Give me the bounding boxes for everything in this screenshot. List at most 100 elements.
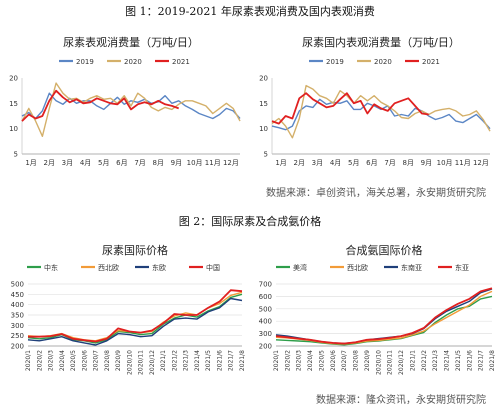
y-tick-label: 600: [259, 293, 272, 301]
y-tick-label: 15: [9, 100, 18, 108]
series-line: [271, 84, 491, 139]
y-tick-label: 700: [259, 281, 272, 289]
x-tick-label: 2021/5: [205, 350, 212, 371]
x-tick-label: 6月: [116, 159, 127, 167]
y-tick-label: 350: [11, 312, 24, 320]
series-line: [27, 297, 243, 346]
series-line: [21, 92, 241, 120]
y-tick-label: 5: [14, 151, 18, 159]
figure2-title: 图 2：国际尿素及合成氨价格: [178, 215, 322, 228]
legend-label: 中国: [206, 263, 220, 272]
legend-label: 2020: [124, 58, 142, 66]
x-tick-label: 2021/5: [455, 350, 462, 371]
x-tick-label: 3月: [312, 159, 323, 167]
x-tick-label: 2021/1: [409, 350, 416, 371]
x-tick-label: 2020/5: [70, 350, 77, 371]
x-tick-label: 4月: [80, 159, 91, 167]
x-tick-label: 1月: [275, 159, 286, 167]
x-tick-label: 2020/4: [307, 350, 314, 371]
x-tick-label: 9月: [421, 159, 432, 167]
x-tick-label: 5月: [348, 159, 359, 167]
x-tick-label: 10月: [437, 159, 453, 167]
x-tick-label: 2020/8: [353, 350, 360, 371]
x-tick-label: 2020/9: [115, 350, 122, 371]
chart-title: 尿素国际价格: [102, 243, 168, 257]
x-tick-label: 2020/2: [36, 350, 43, 371]
series-line: [271, 92, 429, 125]
y-tick-label: 500: [259, 305, 272, 313]
x-tick-label: 2021/7: [228, 350, 235, 371]
y-tick-label: 300: [259, 330, 272, 338]
figure2-source: 数据来源：隆众资讯，永安期货研究院: [316, 395, 486, 406]
legend-label: 东亚: [455, 263, 469, 272]
chart-urea-domestic-consumption: 尿素国内表观消费量（万吨/日） 2019 2020 2021 5 10 15 20 1月 2月 3月…: [259, 35, 491, 167]
x-tick-label: 8月: [403, 159, 414, 167]
x-tick-label: 4月: [330, 159, 341, 167]
y-tick-label: 20: [9, 75, 18, 83]
x-tick-label: 2020/9: [364, 350, 371, 371]
x-tick-label: 2020/3: [296, 350, 303, 371]
x-tick-label: 2020/12: [398, 350, 405, 375]
x-tick-label: 2021/6: [466, 350, 473, 371]
x-tick-label: 2020/5: [318, 350, 325, 371]
chart-title: 尿素表观消费量（万吨/日）: [63, 35, 199, 49]
x-tick-label: 11月: [455, 159, 471, 167]
x-tick-label: 2021/8: [239, 350, 246, 371]
legend-label: 中东: [44, 263, 58, 272]
x-tick-label: 1月: [25, 159, 36, 167]
chart-title: 合成氨国际价格: [346, 243, 423, 257]
x-tick-label: 2021/8: [489, 350, 496, 371]
figure1-source: 数据来源：卓创资讯，海关总署，永安期货研究院: [266, 188, 486, 199]
x-tick-label: 2020/11: [138, 350, 145, 375]
legend-label: 西北欧: [98, 263, 119, 272]
y-tick-label: 450: [11, 291, 24, 299]
x-tick-label: 2021/2: [421, 350, 428, 371]
x-tick-label: 2020/12: [149, 350, 156, 375]
series-line: [271, 98, 491, 131]
series-line: [275, 288, 493, 345]
x-tick-label: 12月: [473, 159, 489, 167]
x-tick-label: 2021/3: [183, 350, 190, 371]
y-tick-label: 200: [11, 343, 24, 351]
y-tick-label: 20: [259, 75, 268, 83]
legend-label: 2020: [374, 58, 392, 66]
x-tick-label: 2021/1: [160, 350, 167, 371]
x-tick-label: 2021/7: [478, 350, 485, 371]
x-tick-label: 2021/3: [432, 350, 439, 371]
y-tick-label: 250: [11, 332, 24, 340]
x-tick-label: 2020/10: [375, 350, 382, 375]
x-tick-label: 2021/2: [171, 350, 178, 371]
legend-label: 美湾: [293, 263, 307, 272]
figure1-title: 图 1：2019-2021 年尿素表观消费及国内表观消费: [125, 5, 375, 18]
x-tick-label: 7月: [134, 159, 145, 167]
x-tick-label: 2020/2: [284, 350, 291, 371]
series-line: [28, 289, 243, 343]
series-line: [21, 82, 241, 138]
x-tick-label: 2020/10: [126, 350, 133, 375]
legend-label: 西北欧: [347, 263, 368, 272]
legend-label: 2019: [326, 58, 344, 66]
series-line: [275, 287, 493, 345]
x-tick-label: 10月: [187, 159, 203, 167]
y-tick-label: 300: [11, 322, 24, 330]
x-tick-label: 11月: [205, 159, 221, 167]
legend-label: 东欧: [152, 263, 166, 272]
x-tick-label: 2020/1: [273, 350, 280, 371]
x-tick-label: 2020/8: [104, 350, 111, 371]
x-tick-label: 2020/6: [81, 350, 88, 371]
series-line: [21, 89, 180, 122]
y-tick-label: 400: [11, 301, 24, 309]
x-tick-label: 2020/4: [59, 350, 66, 371]
legend-label: 东南亚: [401, 263, 422, 272]
x-tick-label: 2020/7: [341, 350, 348, 371]
x-tick-label: 2月: [294, 159, 305, 167]
legend-label: 2021: [422, 58, 440, 66]
x-tick-label: 8月: [153, 159, 164, 167]
x-tick-label: 12月: [223, 159, 239, 167]
x-tick-label: 9月: [171, 159, 182, 167]
x-tick-label: 2月: [44, 159, 55, 167]
x-tick-label: 2021/4: [444, 350, 451, 371]
x-tick-label: 3月: [62, 159, 73, 167]
